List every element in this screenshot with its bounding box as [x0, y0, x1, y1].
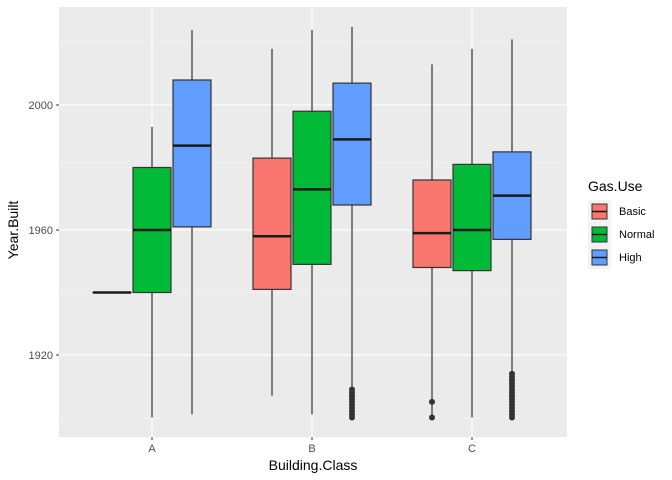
- box-body: [412, 179, 452, 269]
- box-normal-a: [132, 126, 172, 418]
- x-tick-label: C: [468, 443, 476, 455]
- outlier-point: [349, 386, 355, 393]
- box-body: [172, 79, 212, 228]
- box-high-a: [172, 30, 212, 415]
- box-body: [452, 163, 492, 272]
- y-tick-label: 1920: [29, 350, 53, 362]
- legend-label-basic: Basic: [619, 206, 646, 218]
- x-tick-label: A: [148, 443, 156, 455]
- outlier-point: [509, 370, 515, 377]
- legend-label-high: High: [619, 252, 642, 264]
- outlier-point: [429, 398, 435, 405]
- outlier-point: [429, 414, 435, 421]
- box-body: [292, 110, 332, 265]
- y-tick-label: 2000: [29, 100, 53, 112]
- box-layer: [92, 26, 532, 421]
- box-body: [332, 82, 372, 206]
- x-tick-label: B: [308, 443, 315, 455]
- box-basic-c: [412, 64, 452, 421]
- legend-label-normal: Normal: [619, 229, 654, 241]
- legend-title: Gas.Use: [588, 178, 643, 194]
- box-normal-c: [452, 48, 492, 418]
- box-high-c: [492, 39, 532, 421]
- legend: Gas.Use Basic Normal High: [588, 178, 654, 269]
- y-tick-label: 1960: [29, 225, 53, 237]
- box-body: [252, 157, 292, 290]
- box-high-b: [332, 26, 372, 421]
- x-axis-title: Building.Class: [269, 457, 358, 473]
- box-normal-b: [292, 30, 332, 415]
- y-axis-title: Year.Built: [5, 201, 21, 260]
- box-basic-b: [252, 48, 292, 396]
- axis-layer: Building.Class Year.Built: [5, 201, 357, 473]
